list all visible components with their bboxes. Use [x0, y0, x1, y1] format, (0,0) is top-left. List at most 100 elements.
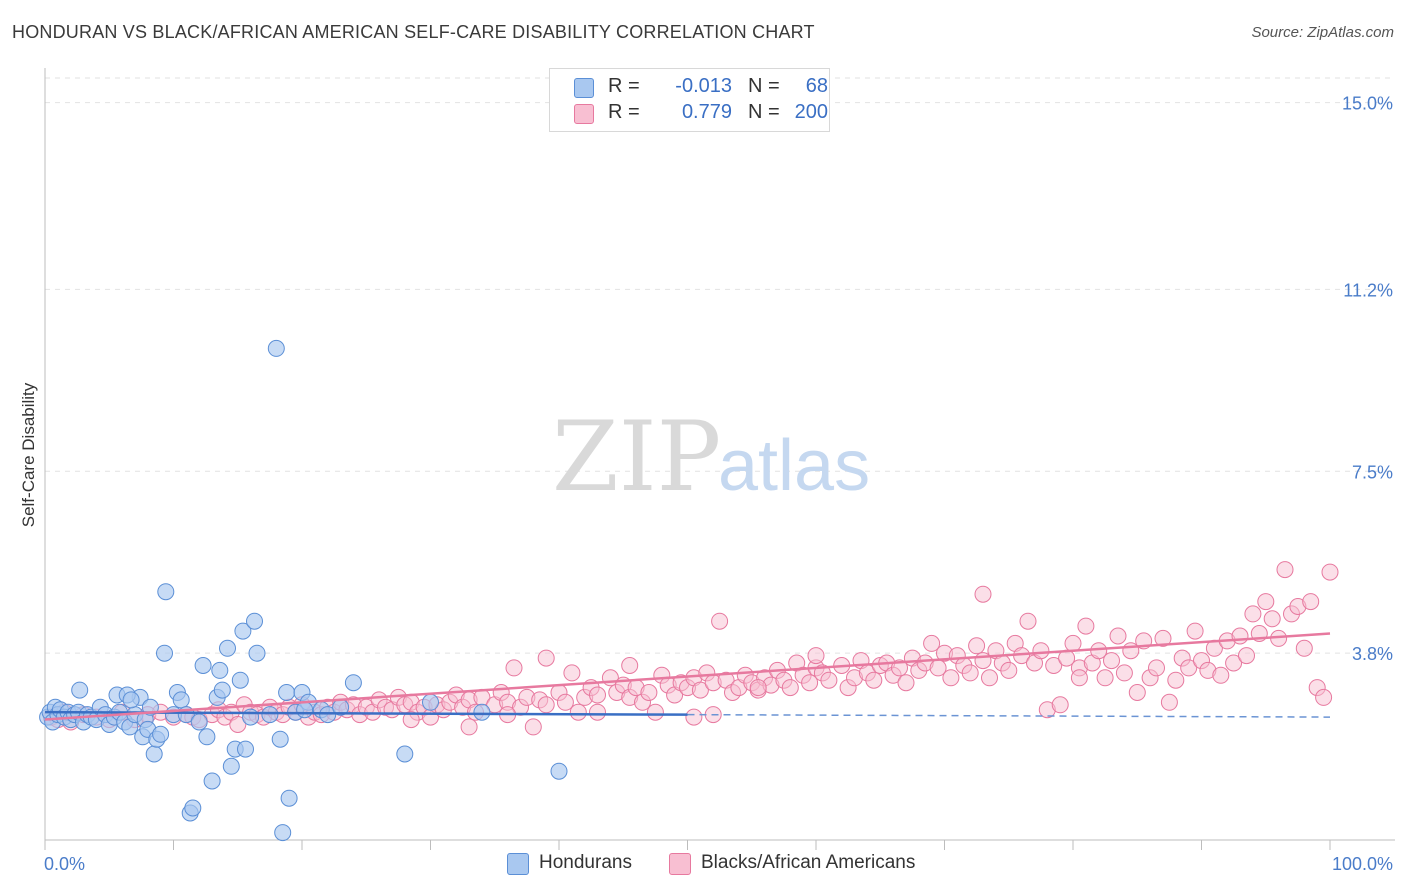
honduran-point	[246, 612, 263, 630]
black-point	[1315, 688, 1333, 706]
chart-title: HONDURAN VS BLACK/AFRICAN AMERICAN SELF-…	[12, 22, 815, 42]
honduran-point	[152, 725, 170, 743]
black-point	[1051, 696, 1069, 714]
honduran-point	[278, 684, 296, 701]
honduran-point	[396, 745, 414, 763]
legend-n-value: 68	[805, 75, 828, 97]
black-point	[569, 703, 587, 721]
watermark-zip: ZIP	[552, 401, 721, 513]
black-point	[640, 684, 658, 701]
correlation-legend: R = -0.013 N = 68 R = 0.779 N = 200	[549, 68, 830, 132]
black-point	[968, 637, 986, 655]
legend-r-label: R =	[608, 101, 640, 123]
honduran-point	[261, 706, 279, 724]
honduran-point	[344, 674, 362, 692]
honduran-point	[172, 691, 190, 709]
x-tick-label: 100.0%	[1332, 854, 1393, 874]
black-point	[1167, 671, 1185, 689]
honduran-point	[237, 740, 254, 758]
black-point	[1302, 593, 1320, 611]
black-point	[711, 612, 729, 630]
black-point	[1244, 605, 1262, 623]
black-point	[556, 693, 574, 711]
black-point	[1128, 684, 1146, 701]
honduran-point	[198, 728, 216, 746]
black-point	[807, 647, 825, 665]
y-tick-label: 7.5%	[1352, 462, 1393, 482]
black-point	[537, 696, 555, 714]
black-point	[1276, 561, 1294, 579]
honduran-point	[203, 772, 221, 790]
legend-r-label: R =	[608, 75, 640, 97]
black-point	[1238, 647, 1255, 665]
legend-swatch-blacks	[574, 104, 594, 124]
legend-label-hondurans: Hondurans	[539, 852, 632, 873]
black-point	[1295, 639, 1313, 657]
trend-lines	[44, 632, 1331, 721]
black-point	[1064, 634, 1082, 652]
black-point	[1000, 661, 1018, 679]
honduran-point	[296, 701, 314, 719]
black-point	[961, 664, 979, 682]
black-point	[781, 679, 799, 697]
honduran-point	[231, 671, 249, 689]
black-point	[1070, 669, 1088, 687]
honduran-point	[222, 757, 240, 775]
black-point	[1019, 612, 1037, 630]
legend-n-value: 200	[794, 101, 828, 123]
black-point	[1032, 642, 1050, 660]
black-point	[621, 657, 639, 674]
black-point	[1212, 666, 1230, 684]
grid-lines	[45, 77, 1395, 654]
black-point	[981, 669, 998, 687]
honduran-point	[242, 708, 260, 726]
honduran-point	[234, 622, 252, 640]
honduran-point	[267, 339, 285, 357]
black-point	[589, 703, 606, 721]
x-tick-label: 0.0%	[44, 854, 85, 874]
legend-n-label: N =	[748, 75, 780, 97]
legend-label-blacks: Blacks/African Americans	[701, 852, 916, 873]
black-point	[1103, 652, 1120, 670]
black-point	[1045, 657, 1063, 674]
black-point	[1109, 627, 1127, 645]
y-tick-label: 3.8%	[1352, 644, 1393, 664]
black-point	[1115, 664, 1133, 682]
honduran-point	[71, 681, 89, 699]
honduran-point	[122, 691, 140, 709]
y-tick-labels: 3.8% 7.5% 11.2% 15.0%	[1342, 94, 1393, 665]
black-point	[1148, 659, 1165, 677]
black-point	[749, 679, 767, 697]
black-point	[646, 703, 664, 721]
black-point	[229, 716, 247, 733]
black-point	[897, 674, 915, 692]
black-point	[801, 674, 819, 692]
honduran-point	[473, 703, 491, 721]
black-point	[1225, 654, 1243, 672]
honduran-point	[194, 657, 212, 674]
black-point	[1180, 659, 1198, 677]
black-trend-line	[44, 632, 1331, 721]
black-point	[1231, 627, 1249, 645]
legend-swatch-hondurans	[574, 78, 594, 98]
series-hondurans-points	[39, 339, 568, 842]
honduran-point	[157, 583, 175, 601]
y-tick-label: 11.2%	[1343, 280, 1393, 300]
black-point	[589, 686, 606, 704]
black-point	[865, 671, 883, 689]
black-point	[402, 711, 420, 729]
honduran-point	[190, 713, 208, 731]
black-point	[1096, 669, 1114, 687]
black-point	[563, 664, 581, 682]
black-point	[1263, 610, 1281, 628]
source-label: Source: ZipAtlas.com	[1251, 24, 1394, 41]
y-axis-label: Self-Care Disability	[19, 382, 38, 527]
series-blacks-points	[42, 561, 1339, 736]
x-tick-labels: 0.0% 100.0%	[44, 854, 1393, 874]
honduran-point	[280, 789, 298, 807]
legend-swatch-hondurans	[507, 853, 529, 875]
honduran-point	[184, 799, 202, 817]
y-tick-label: 15.0%	[1342, 94, 1393, 114]
honduran-point	[271, 730, 289, 748]
